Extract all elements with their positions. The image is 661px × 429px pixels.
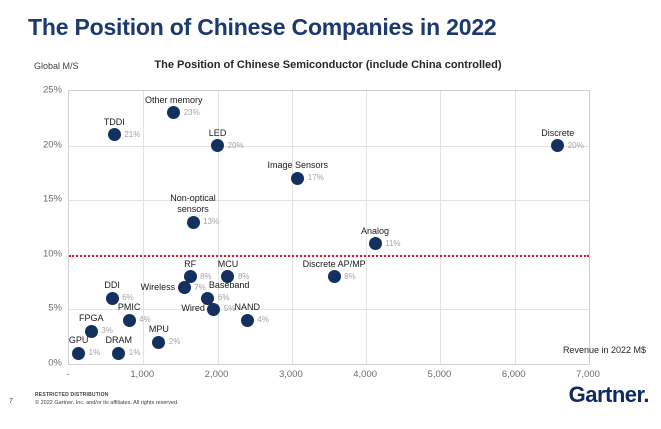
- scatter-dot: [177, 281, 191, 295]
- point-label: DRAM: [105, 335, 133, 346]
- x-tick-label: 7,000: [576, 369, 600, 380]
- y-axis-title: Global M/S: [34, 61, 79, 71]
- x-tick-label: 5,000: [427, 369, 452, 380]
- point-label: Non-optical sensors: [170, 193, 216, 214]
- scatter-dot: [183, 270, 197, 284]
- plot-area: TDDI 21% Other memory 23% LED 20% Image Sensor…: [68, 90, 590, 365]
- point-label: Other memory: [144, 94, 203, 105]
- point-value-label: 21%: [124, 129, 141, 139]
- point-label: GPU: [68, 335, 89, 346]
- gridline-horizontal: [69, 145, 589, 147]
- y-tick-label: 5%: [48, 302, 62, 314]
- footer-copyright: © 2022 Gartner, Inc. and/or its affiliat…: [35, 400, 179, 406]
- point-value-label: 17%: [307, 173, 324, 183]
- scatter-dot: [551, 139, 565, 153]
- y-tick-label: 10%: [42, 248, 62, 260]
- y-tick-label: 0%: [48, 357, 62, 369]
- x-axis-title: Revenue in 2022 M$: [562, 345, 646, 355]
- scatter-dot: [368, 237, 382, 251]
- y-tick-label: 20%: [42, 139, 62, 151]
- x-tick-label: 4,000: [353, 369, 378, 380]
- x-tick-label: 6,000: [501, 369, 526, 380]
- point-value-label: 13%: [203, 217, 220, 227]
- scatter-dot: [122, 313, 136, 327]
- point-value-label: 1%: [128, 348, 141, 358]
- scatter-dot: [107, 128, 121, 142]
- reference-line-10pct: [69, 254, 589, 257]
- scatter-dot: [240, 313, 254, 327]
- point-value-label: 1%: [88, 348, 101, 358]
- point-label: LED: [208, 127, 227, 138]
- y-tick-label: 25%: [42, 84, 62, 96]
- scatter-dot: [105, 291, 119, 305]
- scatter-dot: [72, 346, 86, 360]
- scatter-dot: [291, 171, 305, 185]
- scatter-dot: [211, 139, 225, 153]
- point-label: FPGA: [79, 313, 104, 324]
- y-tick-label: 15%: [42, 193, 62, 205]
- chart-title: The Position of Chinese Semiconductor (i…: [154, 59, 502, 71]
- scatter-dot: [327, 270, 341, 284]
- point-label: Baseband: [208, 280, 250, 291]
- point-value-label: 11%: [385, 238, 401, 248]
- point-value-label: 7%: [194, 282, 206, 292]
- scatter-dot: [112, 346, 126, 360]
- point-label: PMIC: [117, 302, 141, 313]
- point-value-label: 8%: [344, 271, 356, 281]
- gridline-vertical: [366, 91, 368, 364]
- x-tick-label: 3,000: [278, 369, 303, 380]
- point-value-label: 4%: [139, 315, 151, 325]
- point-label: Wired: [181, 303, 205, 314]
- gridline-vertical: [143, 91, 145, 364]
- scatter-dot: [84, 324, 98, 338]
- gridline-vertical: [217, 91, 219, 364]
- point-label: Wireless: [140, 281, 176, 292]
- point-value-label: 4%: [257, 315, 269, 325]
- point-label: MPU: [148, 324, 169, 335]
- point-value-label: 6%: [217, 293, 230, 303]
- point-value-label: 8%: [237, 271, 250, 281]
- gridline-horizontal: [69, 200, 589, 202]
- point-value-label: 5%: [223, 304, 236, 314]
- point-label: Discrete: [541, 127, 575, 138]
- x-tick-label: 2,000: [204, 369, 229, 380]
- point-value-label: 20%: [227, 140, 244, 150]
- point-label: DDI: [104, 280, 120, 291]
- point-value-label: 2%: [168, 337, 181, 347]
- point-label: Discrete AP/MP: [302, 258, 366, 269]
- gartner-logo: Gartner.: [568, 382, 650, 407]
- gridline-vertical: [440, 91, 442, 364]
- point-value-label: 6%: [122, 293, 134, 303]
- page-number: 7: [9, 398, 13, 405]
- gridline-vertical: [514, 91, 516, 364]
- x-tick-label: -: [66, 369, 70, 380]
- scatter-dot: [207, 302, 221, 316]
- point-value-label: 8%: [200, 271, 212, 281]
- point-label: TDDI: [103, 116, 125, 127]
- scatter-dot: [167, 106, 181, 120]
- scatter-dot: [186, 215, 200, 229]
- gridline-horizontal: [69, 309, 589, 311]
- point-label: NAND: [234, 302, 261, 313]
- x-tick-label: 1,000: [130, 369, 155, 380]
- point-value-label: 23%: [183, 107, 200, 117]
- slide-title: The Position of Chinese Companies in 202…: [28, 14, 497, 40]
- footer-restricted-distribution: RESTRICTED DISTRIBUTION: [35, 392, 109, 398]
- point-label: MCU: [217, 258, 239, 269]
- point-value-label: 20%: [567, 140, 584, 150]
- gridline-vertical: [291, 91, 293, 364]
- scatter-dot: [201, 291, 215, 305]
- point-label: Image Sensors: [267, 160, 329, 171]
- scatter-dot: [152, 335, 166, 349]
- scatter-dot: [221, 270, 235, 284]
- point-label: Analog: [361, 225, 390, 236]
- point-label: RF: [184, 258, 197, 269]
- point-value-label: 3%: [101, 326, 113, 336]
